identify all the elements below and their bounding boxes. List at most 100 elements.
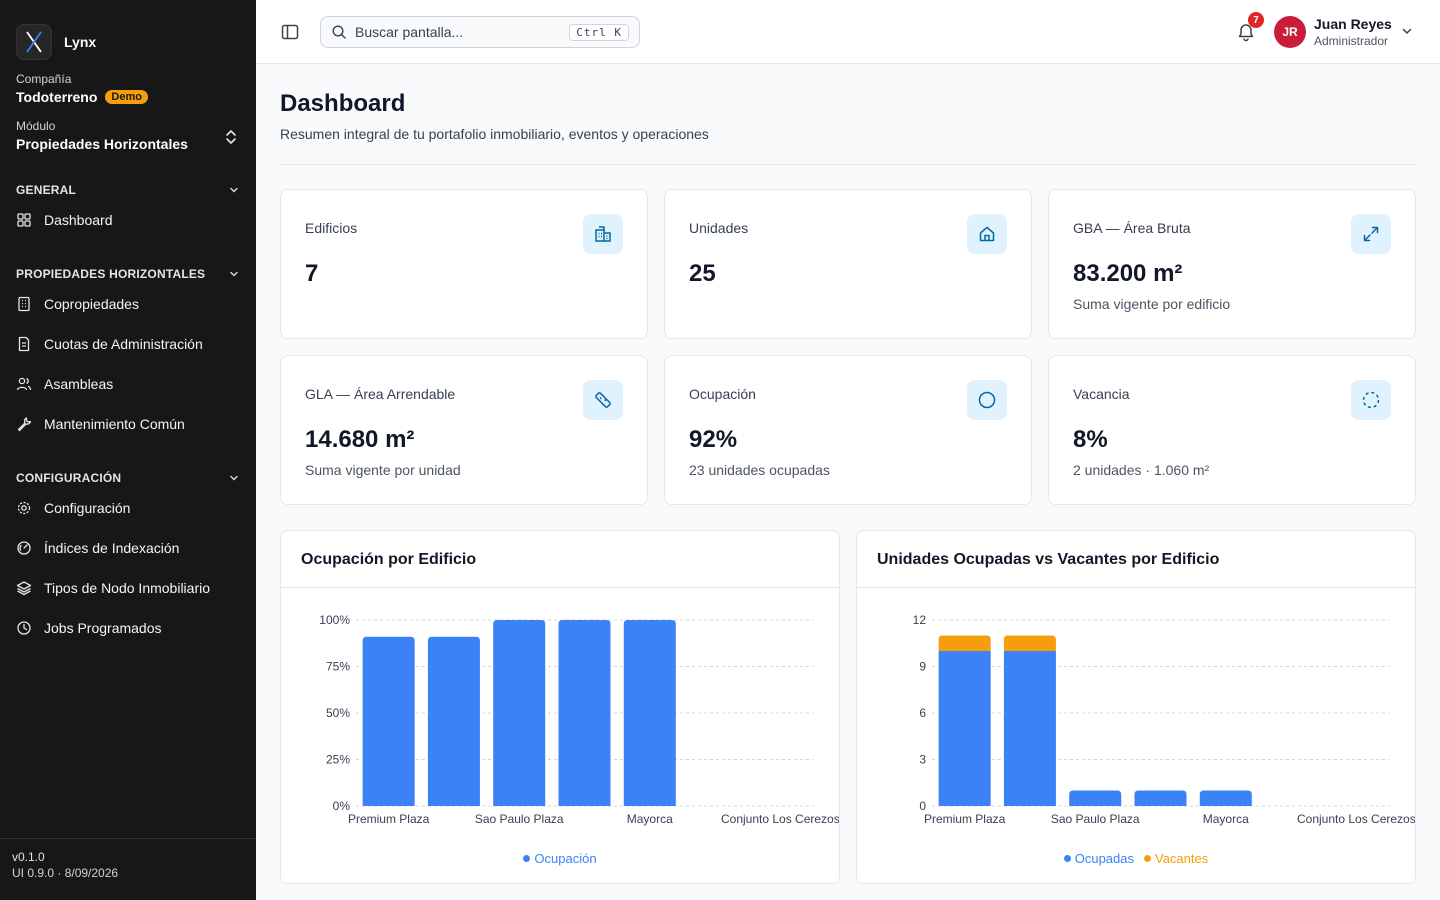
- legend-item[interactable]: Ocupación: [523, 851, 597, 866]
- legend-item[interactable]: Ocupadas: [1063, 851, 1134, 866]
- sidebar-item-label: Jobs Programados: [44, 620, 162, 636]
- module-label: Módulo: [16, 119, 56, 133]
- y-tick-label: 50%: [326, 706, 350, 720]
- clock-icon: [17, 621, 31, 635]
- kpi-card-edificios: Edificios 7: [280, 189, 648, 339]
- nav-section-general: GENERAL Dashboard: [0, 181, 256, 240]
- home-icon: [967, 214, 1007, 254]
- chart-title: Unidades Ocupadas vs Vacantes por Edific…: [857, 531, 1415, 588]
- sidebar-item-jobs[interactable]: Jobs Programados: [0, 608, 256, 648]
- chart-title: Ocupación por Edificio: [281, 531, 839, 588]
- x-tick-label: Conjunto Los Cerezos: [1297, 812, 1416, 826]
- avatar[interactable]: JR: [1274, 16, 1306, 48]
- bar: [493, 620, 546, 806]
- section-title: PROPIEDADES HORIZONTALES: [16, 267, 206, 281]
- chart-legend: Ocupadas Vacantes: [857, 851, 1415, 866]
- building-icon: [583, 214, 623, 254]
- sidebar-item-copropiedades[interactable]: Copropiedades: [0, 284, 256, 324]
- ui-version: UI 0.9.0 · 8/09/2026: [12, 866, 119, 880]
- x-tick-label: Sao Paulo Plaza: [475, 812, 564, 826]
- sidebar-item-cuotas[interactable]: Cuotas de Administración: [0, 324, 256, 364]
- bar: [558, 620, 611, 806]
- sidebar-item-mantenimiento[interactable]: Mantenimiento Común: [0, 404, 256, 444]
- card-value: 25: [689, 260, 716, 287]
- company-name: Todoterreno: [16, 89, 98, 105]
- company-label: Compañía: [16, 72, 72, 86]
- chart-panel-unidades: Unidades Ocupadas vs Vacantes por Edific…: [856, 530, 1416, 884]
- user-menu[interactable]: Juan Reyes Administrador: [1314, 16, 1392, 50]
- receipt-icon: [18, 336, 30, 352]
- legend-item[interactable]: Vacantes: [1144, 851, 1208, 866]
- topbar: Buscar pantalla... Ctrl K 7 JR Juan Reye…: [256, 0, 1440, 64]
- bar: [1199, 790, 1252, 806]
- sidebar-item-label: Cuotas de Administración: [44, 336, 203, 352]
- sidebar: Lynx Compañía Todoterreno Demo Módulo Pr…: [0, 0, 256, 900]
- chevron-down-icon[interactable]: [1400, 24, 1414, 38]
- occupancy-bar-chart: 0% 25% 50% 75% 100% Premium Plaza Sao Paulo Pl…: [319, 613, 840, 826]
- chevrons-up-down-icon: [226, 130, 236, 144]
- bell-icon: [1238, 24, 1254, 42]
- card-label: GLA — Área Arrendable: [305, 386, 456, 402]
- sidebar-item-label: Configuración: [44, 500, 131, 516]
- card-value: 7: [305, 260, 319, 287]
- bar: [427, 636, 480, 806]
- circle-icon: [967, 380, 1007, 420]
- sidebar-footer: v0.1.0 UI 0.9.0 · 8/09/2026: [0, 838, 256, 891]
- sidebar-item-configuracion[interactable]: Configuración: [0, 488, 256, 528]
- search-input[interactable]: Buscar pantalla... Ctrl K: [320, 16, 640, 48]
- chevron-down-icon: [230, 271, 238, 277]
- x-tick-label: Premium Plaza: [924, 812, 1006, 826]
- chevron-down-icon: [230, 475, 238, 481]
- y-tick-label: 9: [919, 660, 926, 674]
- section-header-propiedades[interactable]: PROPIEDADES HORIZONTALES: [0, 265, 256, 283]
- sidebar-item-label: Tipos de Nodo Inmobiliario: [44, 580, 211, 596]
- sidebar-toggle-button[interactable]: [278, 20, 302, 44]
- notifications-button[interactable]: [1234, 20, 1258, 44]
- module-selector[interactable]: Módulo Propiedades Horizontales: [16, 119, 240, 152]
- users-icon: [16, 377, 32, 391]
- bar: [938, 651, 991, 806]
- user-name: Juan Reyes: [1314, 16, 1392, 32]
- nav-section-propiedades: PROPIEDADES HORIZONTALES Copropiedades C…: [0, 265, 256, 444]
- y-tick-label: 3: [919, 753, 926, 767]
- company-selector[interactable]: Compañía Todoterreno Demo: [16, 72, 148, 105]
- page-title: Dashboard: [280, 90, 406, 117]
- card-value: 8%: [1073, 426, 1108, 453]
- sidebar-item-dashboard[interactable]: Dashboard: [0, 200, 256, 240]
- sidebar-item-label: Asambleas: [44, 376, 114, 392]
- y-tick-label: 100%: [319, 613, 350, 627]
- legend-dot: [1063, 855, 1071, 862]
- x-tick-label: Mayorca: [627, 812, 673, 826]
- x-tick-label: Conjunto Los Cerezos: [721, 812, 840, 826]
- card-sub: Suma vigente por unidad: [305, 462, 461, 478]
- card-sub: 2 unidades · 1.060 m²: [1073, 462, 1210, 478]
- notification-count-badge: 7: [1248, 12, 1264, 28]
- sidebar-item-asambleas[interactable]: Asambleas: [0, 364, 256, 404]
- bar: [1003, 635, 1056, 651]
- y-tick-label: 0: [919, 799, 926, 813]
- x-tick-label: Sao Paulo Plaza: [1051, 812, 1140, 826]
- ruler-icon: [583, 380, 623, 420]
- legend-label: Ocupadas: [1074, 851, 1134, 866]
- divider: [280, 164, 1416, 165]
- card-value: 83.200 m²: [1073, 260, 1183, 287]
- brand[interactable]: Lynx: [16, 24, 96, 60]
- gear-icon: [17, 501, 31, 515]
- sidebar-item-label: Dashboard: [44, 212, 113, 228]
- legend-dot: [523, 855, 531, 862]
- y-tick-label: 25%: [326, 753, 350, 767]
- building-icon: [18, 296, 30, 312]
- grid-icon: [17, 213, 31, 227]
- wrench-icon: [17, 417, 32, 432]
- section-header-general[interactable]: GENERAL: [0, 181, 256, 199]
- sidebar-item-tipos-nodo[interactable]: Tipos de Nodo Inmobiliario: [0, 568, 256, 608]
- card-value: 92%: [689, 426, 738, 453]
- demo-badge: Demo: [105, 90, 148, 104]
- section-header-configuracion[interactable]: CONFIGURACIÓN: [0, 469, 256, 487]
- search-icon: [332, 25, 346, 39]
- nav-section-configuracion: CONFIGURACIÓN Configuración Índices de I…: [0, 469, 256, 648]
- chevron-down-icon: [230, 187, 238, 193]
- panel-left-icon: [281, 24, 299, 40]
- search-placeholder: Buscar pantalla...: [355, 24, 464, 40]
- sidebar-item-indices[interactable]: Índices de Indexación: [0, 528, 256, 568]
